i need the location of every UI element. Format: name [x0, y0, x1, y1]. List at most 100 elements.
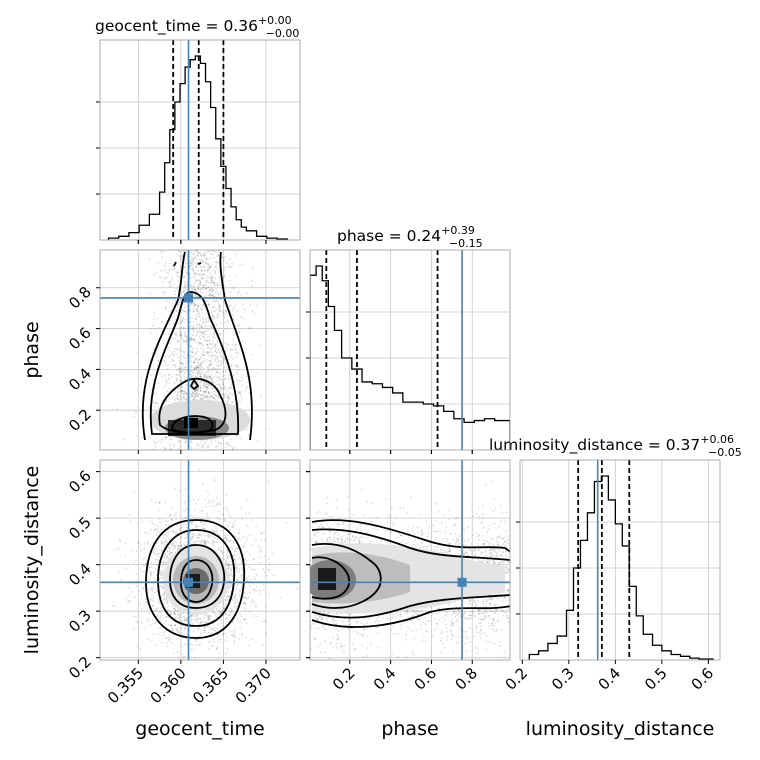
- sample-point: [156, 317, 159, 320]
- sample-point: [168, 388, 171, 390]
- sample-point: [197, 534, 200, 537]
- sample-point: [202, 393, 205, 395]
- sample-point: [240, 560, 243, 563]
- sample-point: [190, 285, 192, 288]
- sample-point: [168, 638, 170, 641]
- sample-point: [200, 270, 203, 273]
- sample-point: [150, 374, 153, 377]
- sample-point: [137, 645, 139, 648]
- sample-point: [205, 262, 207, 264]
- sample-point: [162, 280, 164, 283]
- sample-point: [210, 274, 213, 277]
- sample-point: [211, 281, 214, 284]
- sample-point: [219, 247, 221, 249]
- sample-point: [170, 551, 173, 554]
- sample-point: [191, 351, 193, 353]
- sample-point: [168, 377, 170, 380]
- sample-point: [214, 271, 217, 273]
- sample-point: [201, 483, 204, 485]
- sample-point: [219, 638, 222, 641]
- sample-point: [160, 250, 163, 252]
- sample-point: [267, 569, 270, 572]
- sample-point: [194, 390, 197, 393]
- sample-point: [171, 627, 174, 630]
- sample-point: [212, 288, 214, 291]
- sample-point: [161, 563, 164, 565]
- sample-point: [185, 340, 188, 342]
- sample-point: [156, 558, 159, 561]
- sample-point: [219, 293, 222, 296]
- sample-point: [217, 375, 220, 378]
- sample-point: [184, 391, 187, 394]
- sample-point: [214, 612, 216, 614]
- sample-point: [212, 381, 215, 384]
- sample-point: [193, 321, 196, 323]
- sample-point: [184, 618, 186, 620]
- sample-point: [169, 610, 171, 613]
- sample-point: [246, 427, 249, 430]
- sample-point: [209, 247, 211, 249]
- sample-point: [201, 278, 204, 280]
- sample-point: [182, 362, 185, 365]
- sample-point: [245, 578, 248, 580]
- sample-point: [222, 634, 225, 636]
- sample-point: [172, 267, 175, 270]
- sample-point: [247, 597, 250, 600]
- sample-point: [205, 386, 208, 389]
- sample-point: [184, 266, 187, 268]
- sample-point: [219, 372, 222, 374]
- sample-point: [181, 525, 184, 528]
- sample-point: [230, 610, 233, 613]
- sample-point: [214, 446, 217, 448]
- sample-point: [174, 513, 177, 516]
- sample-point: [185, 204, 187, 206]
- sample-point: [201, 443, 203, 446]
- sample-point: [181, 392, 184, 395]
- sample-point: [168, 640, 171, 642]
- sample-point: [226, 400, 229, 403]
- sample-point: [214, 345, 217, 348]
- contour-line: [173, 261, 202, 267]
- sample-point: [199, 319, 202, 322]
- sample-point: [224, 639, 227, 642]
- sample-point: [168, 624, 171, 627]
- sample-point: [184, 458, 186, 460]
- sample-point: [190, 502, 192, 504]
- sample-point: [231, 526, 233, 528]
- sample-point: [233, 558, 236, 560]
- sample-point: [234, 550, 237, 553]
- sample-point: [209, 396, 212, 398]
- sample-point: [304, 618, 306, 620]
- sample-point: [181, 631, 184, 634]
- sample-point: [246, 292, 249, 295]
- sample-point: [196, 394, 199, 397]
- sample-point: [221, 454, 223, 456]
- sample-point: [220, 611, 223, 614]
- sample-point: [183, 331, 186, 334]
- sample-point: [213, 541, 216, 544]
- sample-point: [148, 258, 151, 261]
- sample-point: [227, 513, 230, 516]
- sample-point: [203, 629, 206, 631]
- sample-point: [193, 534, 195, 537]
- sample-point: [153, 632, 155, 635]
- sample-point: [226, 389, 228, 392]
- sample-point: [206, 236, 208, 238]
- sample-point: [163, 250, 165, 253]
- sample-point: [226, 396, 229, 399]
- sample-point: [190, 233, 192, 235]
- sample-point: [195, 640, 198, 643]
- sample-point: [195, 388, 198, 391]
- sample-point: [256, 440, 259, 443]
- sample-point: [208, 384, 210, 386]
- sample-point: [210, 369, 213, 372]
- sample-point: [194, 262, 196, 265]
- sample-point: [183, 231, 185, 233]
- sample-point: [228, 594, 230, 597]
- sample-point: [228, 391, 231, 393]
- sample-point: [185, 683, 187, 685]
- sample-point: [213, 368, 216, 371]
- sample-point: [235, 232, 237, 234]
- sample-point: [158, 276, 161, 279]
- sample-point: [181, 364, 184, 366]
